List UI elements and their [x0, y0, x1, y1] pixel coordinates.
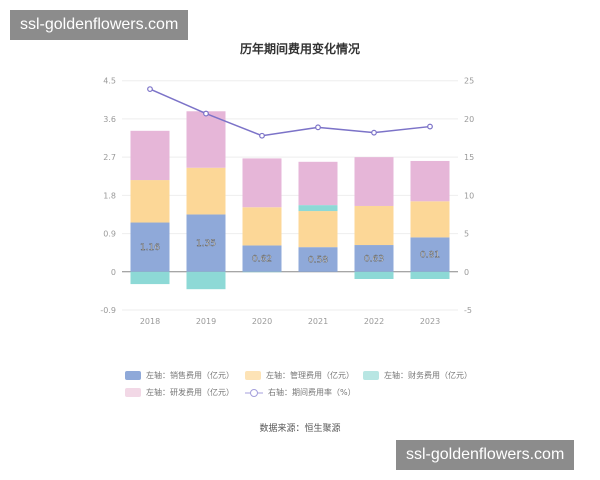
legend-swatch — [125, 371, 141, 380]
chart-svg: -0.9 -5 0 0 0.9 5 1.8 10 2.7 15 3.6 20 4.5 25 2018 1.16… — [100, 77, 474, 326]
right-tick-label: 0 — [464, 268, 469, 277]
legend-label: 右轴：期间费用率（%） — [268, 388, 356, 397]
legend-swatch — [125, 388, 141, 397]
bar-segment — [410, 201, 450, 238]
x-tick-label: 2018 — [140, 317, 160, 326]
bar-data-label: 0.58 — [308, 255, 328, 265]
legend-item-rnd[interactable]: 左轴：研发费用（亿元） — [125, 387, 234, 398]
bar-segment — [354, 205, 394, 246]
bar-segment — [298, 161, 338, 206]
bar-segment — [242, 158, 282, 208]
x-tick-label: 2020 — [252, 317, 272, 326]
legend-item-finance[interactable]: 左轴：财务费用（亿元） — [363, 370, 472, 381]
watermark-bottom: ssl-goldenflowers.com — [396, 440, 575, 470]
right-tick-label: 10 — [464, 191, 474, 200]
x-tick-label: 2021 — [308, 317, 328, 326]
bar-segment — [354, 157, 394, 206]
chart-title: 历年期间费用变化情况 — [239, 42, 360, 56]
legend-swatch — [363, 371, 379, 380]
left-tick-label: 1.8 — [103, 191, 116, 200]
legend-label: 左轴：研发费用（亿元） — [146, 388, 234, 397]
bar-segment — [186, 167, 226, 215]
right-tick-label: 20 — [464, 115, 474, 124]
right-tick-label: 25 — [464, 77, 474, 86]
bar-data-label: 1.16 — [140, 243, 160, 253]
left-tick-label: 3.6 — [103, 115, 116, 124]
left-tick-label: 0.9 — [103, 230, 116, 239]
line-marker-icon — [245, 388, 263, 397]
bar-segment — [186, 111, 226, 168]
legend-label: 左轴：财务费用（亿元） — [384, 371, 472, 380]
rate-line — [149, 88, 431, 137]
rate-point — [203, 110, 209, 117]
left-tick-label: -0.9 — [100, 306, 116, 315]
bar-data-label: 0.63 — [364, 254, 384, 264]
legend-item-rate[interactable]: 右轴：期间费用率（%） — [245, 387, 356, 398]
rate-point — [259, 132, 265, 139]
legend-label: 左轴：管理费用（亿元） — [266, 371, 354, 380]
right-tick-label: -5 — [464, 306, 472, 315]
right-tick-label: 5 — [464, 230, 469, 239]
x-tick-label: 2022 — [364, 317, 384, 326]
bar-segment — [298, 205, 338, 212]
bar-segment — [186, 271, 226, 290]
bar-segment — [410, 160, 450, 202]
legend-item-sales[interactable]: 左轴：销售费用（亿元） — [125, 370, 234, 381]
bar-data-label: 1.35 — [196, 239, 216, 249]
bar-segment — [242, 245, 282, 272]
rate-point — [371, 129, 377, 136]
rate-point — [427, 123, 433, 130]
data-source: 数据来源：恒生聚源 — [259, 424, 341, 434]
bar-segment — [130, 180, 170, 223]
right-tick-label: 15 — [464, 153, 474, 162]
legend-item-admin[interactable]: 左轴：管理费用（亿元） — [245, 370, 354, 381]
rate-point — [315, 124, 321, 131]
bar-segment — [298, 247, 338, 272]
rate-point — [147, 86, 153, 93]
bar-segment — [298, 211, 338, 248]
bar-segment — [354, 271, 394, 280]
bar-segment — [130, 222, 170, 272]
watermark-top: ssl-goldenflowers.com — [10, 10, 189, 40]
left-tick-label: 2.7 — [103, 153, 116, 162]
bar-segment — [354, 245, 394, 272]
left-tick-label: 4.5 — [103, 77, 116, 86]
bar-segment — [410, 271, 450, 280]
legend-swatch — [245, 371, 261, 380]
bar-data-label: 0.81 — [420, 251, 440, 261]
left-tick-label: 0 — [111, 268, 116, 277]
legend-label: 左轴：销售费用（亿元） — [146, 371, 234, 380]
bar-segment — [242, 207, 282, 246]
bar-data-label: 0.62 — [252, 255, 272, 265]
x-tick-label: 2019 — [196, 317, 216, 326]
bar-segment — [130, 271, 170, 285]
x-tick-label: 2023 — [420, 317, 440, 326]
bar-segment — [130, 130, 170, 181]
bar-segment — [410, 237, 450, 272]
bar-segment — [186, 214, 226, 272]
